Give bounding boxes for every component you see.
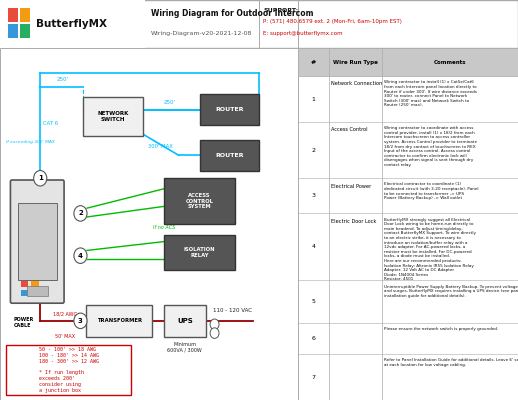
- Text: 4: 4: [78, 253, 83, 259]
- Bar: [298, 214, 518, 280]
- Text: POWER
CABLE: POWER CABLE: [13, 317, 34, 328]
- Text: ButterflyMX: ButterflyMX: [36, 19, 107, 29]
- Bar: [20, 24, 30, 38]
- FancyBboxPatch shape: [10, 180, 64, 303]
- Text: Minimum
600VA / 300W: Minimum 600VA / 300W: [167, 342, 202, 353]
- Text: 18/2 AWG: 18/2 AWG: [53, 312, 78, 316]
- Text: 250': 250': [56, 78, 68, 82]
- Text: 6: 6: [311, 336, 315, 341]
- Text: 110 - 120 VAC: 110 - 120 VAC: [213, 308, 252, 313]
- Text: 250': 250': [164, 100, 176, 105]
- Circle shape: [210, 319, 219, 330]
- Bar: [164, 178, 235, 224]
- Text: SUPPORT:: SUPPORT:: [263, 8, 298, 12]
- Bar: [8, 8, 18, 22]
- Text: NETWORK
SWITCH: NETWORK SWITCH: [97, 111, 129, 122]
- Text: If exceeding 300' MAX: If exceeding 300' MAX: [6, 140, 55, 144]
- Text: Refer to Panel Installation Guide for additional details. Leave 6' service loop
: Refer to Panel Installation Guide for ad…: [384, 358, 518, 367]
- Bar: [298, 48, 518, 76]
- Bar: [21, 290, 28, 296]
- Text: 7: 7: [311, 375, 315, 380]
- Text: 2: 2: [311, 148, 315, 152]
- Text: Network Connection: Network Connection: [331, 82, 382, 86]
- Bar: [8, 24, 18, 38]
- Bar: [27, 286, 48, 296]
- Text: Wiring-Diagram-v20-2021-12-08: Wiring-Diagram-v20-2021-12-08: [151, 32, 252, 36]
- Circle shape: [74, 206, 87, 221]
- Circle shape: [34, 170, 47, 186]
- Bar: [83, 97, 143, 136]
- Text: If no ACS: If no ACS: [153, 225, 175, 230]
- Text: ButterflyMX strongly suggest all Electrical
Door Lock wiring to be home-run dire: ButterflyMX strongly suggest all Electri…: [384, 218, 476, 282]
- Bar: [87, 305, 152, 337]
- Text: 50 - 100' >> 18 AWG
100 - 180' >> 14 AWG
180 - 300' >> 12 AWG

* If run length
e: 50 - 100' >> 18 AWG 100 - 180' >> 14 AWG…: [38, 347, 98, 393]
- Text: E: support@butterflymx.com: E: support@butterflymx.com: [263, 32, 342, 36]
- Text: 3: 3: [311, 193, 315, 198]
- Text: Uninterruptible Power Supply Battery Backup. To prevent voltage drops
and surges: Uninterruptible Power Supply Battery Bac…: [384, 284, 518, 298]
- Text: Wiring contractor to install (1) x Cat5e/Cat6
from each Intercom panel location : Wiring contractor to install (1) x Cat5e…: [384, 80, 477, 107]
- Bar: [18, 203, 56, 280]
- Text: CAT 6: CAT 6: [43, 122, 59, 126]
- Text: 300' MAX: 300' MAX: [149, 144, 174, 149]
- Bar: [199, 140, 260, 171]
- Text: 4: 4: [311, 244, 315, 249]
- Text: UPS: UPS: [177, 318, 193, 324]
- Text: Wiring contractor to coordinate with access
control provider, install (1) x 18/2: Wiring contractor to coordinate with acc…: [384, 126, 477, 167]
- Bar: [298, 280, 518, 322]
- Bar: [164, 305, 206, 337]
- Bar: [298, 76, 518, 122]
- Circle shape: [74, 248, 87, 264]
- Circle shape: [74, 313, 87, 328]
- Bar: [298, 122, 518, 178]
- Text: P: (571) 480.6579 ext. 2 (Mon-Fri, 6am-10pm EST): P: (571) 480.6579 ext. 2 (Mon-Fri, 6am-1…: [263, 20, 402, 24]
- Text: 1: 1: [311, 96, 315, 102]
- Text: Access Control: Access Control: [331, 127, 368, 132]
- Bar: [298, 178, 518, 214]
- Bar: [31, 281, 39, 287]
- Bar: [20, 8, 30, 22]
- Text: Wire Run Type: Wire Run Type: [333, 60, 378, 64]
- Text: 50' MAX: 50' MAX: [55, 334, 76, 339]
- Text: Wiring Diagram for Outdoor Intercom: Wiring Diagram for Outdoor Intercom: [151, 10, 313, 18]
- Bar: [21, 281, 28, 287]
- Bar: [298, 354, 518, 400]
- Text: Please ensure the network switch is properly grounded.: Please ensure the network switch is prop…: [384, 327, 498, 331]
- Text: Electrical Power: Electrical Power: [331, 184, 371, 188]
- Text: 5: 5: [311, 299, 315, 304]
- Bar: [0, 0, 145, 48]
- Bar: [199, 94, 260, 126]
- Text: ISOLATION
RELAY: ISOLATION RELAY: [184, 247, 215, 258]
- Text: Electric Door Lock: Electric Door Lock: [331, 219, 377, 224]
- Text: ROUTER: ROUTER: [215, 153, 243, 158]
- Text: ACCESS
CONTROL
SYSTEM: ACCESS CONTROL SYSTEM: [185, 193, 213, 210]
- Bar: [31, 290, 39, 296]
- Text: ROUTER: ROUTER: [215, 107, 243, 112]
- Bar: [164, 234, 235, 270]
- Text: 2: 2: [78, 210, 83, 216]
- Bar: [298, 322, 518, 354]
- Text: TRANSFORMER: TRANSFORMER: [97, 318, 142, 323]
- Text: Electrical contractor to coordinate (1)
dedicated circuit (with 3-20 receptacle): Electrical contractor to coordinate (1) …: [384, 182, 478, 200]
- Text: 1: 1: [38, 175, 42, 181]
- Text: Comments: Comments: [434, 60, 466, 64]
- Text: 3: 3: [78, 318, 83, 324]
- Bar: [6, 346, 131, 395]
- Text: #: #: [311, 60, 316, 64]
- Circle shape: [210, 328, 219, 338]
